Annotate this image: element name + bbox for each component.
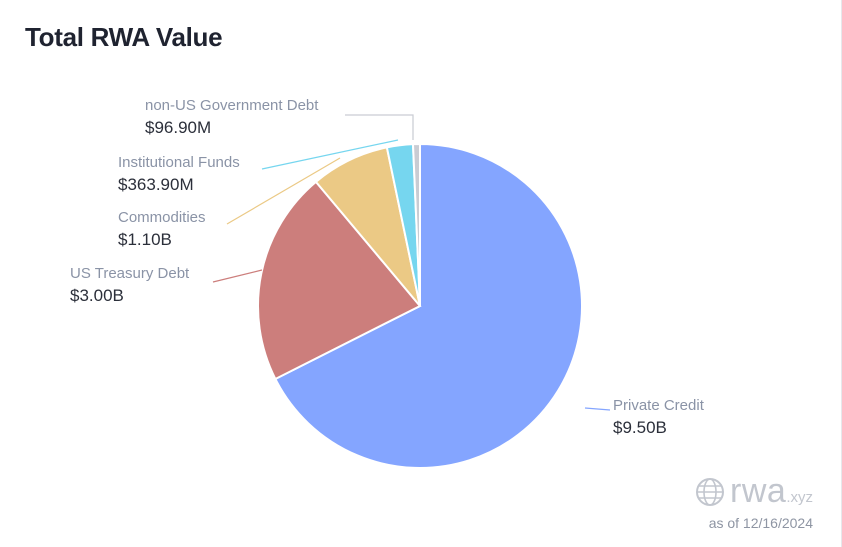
slice-label-name: non-US Government Debt <box>145 97 319 114</box>
pie-slice-private-credit[interactable] <box>274 142 583 469</box>
brand-name: rwa.xyz <box>730 472 813 510</box>
leader-line <box>261 139 399 170</box>
slice-label-name: Commodities <box>118 209 206 226</box>
slice-label-name: US Treasury Debt <box>70 265 190 282</box>
leader-line <box>226 157 341 225</box>
slice-label-value: $363.90M <box>118 175 194 194</box>
slice-label-value: $3.00B <box>70 286 124 305</box>
slice-label-value: $9.50B <box>613 418 667 437</box>
slice-label-name: Institutional Funds <box>118 154 240 171</box>
as-of-date: as of 12/16/2024 <box>708 515 813 531</box>
slice-label-value: $1.10B <box>118 230 172 249</box>
leader-line <box>345 114 414 140</box>
brand-logo[interactable]: rwa.xyz <box>694 472 813 511</box>
chart-title: Total RWA Value <box>25 22 223 52</box>
slice-label-name: Private Credit <box>613 397 705 414</box>
slice-label-value: $96.90M <box>145 118 211 137</box>
leader-line <box>584 407 611 411</box>
globe-icon <box>696 477 725 506</box>
pie-slice-non-us-government-debt[interactable] <box>411 142 421 307</box>
leader-line <box>212 269 263 283</box>
pie-slice-us-treasury-debt[interactable] <box>257 180 422 381</box>
